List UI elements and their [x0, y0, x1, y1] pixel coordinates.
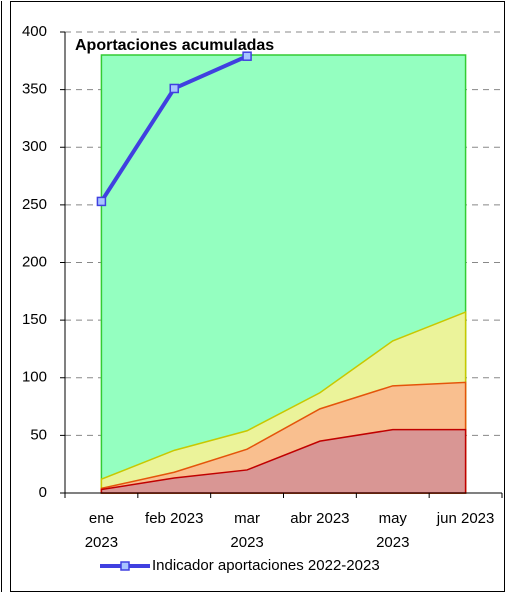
y-tick-label: 400 — [22, 23, 47, 40]
line-marker — [96, 196, 107, 207]
legend-label: Indicador aportaciones 2022-2023 — [152, 557, 380, 574]
x-tick-label: jun 2023 — [436, 510, 495, 527]
y-tick-label: 150 — [22, 311, 47, 328]
chart-frame — [10, 1, 505, 592]
x-tick-label: may 2023 — [376, 510, 409, 551]
y-tick-label: 300 — [22, 138, 47, 155]
x-tick-label: mar 2023 — [230, 510, 263, 551]
area — [100, 428, 467, 494]
y-tick-label: 350 — [22, 81, 47, 98]
line-marker — [242, 51, 252, 61]
y-tick-label: 250 — [22, 196, 47, 213]
line-marker — [169, 83, 179, 94]
y-tick-label: 200 — [22, 253, 47, 270]
legend-marker — [120, 561, 130, 571]
x-tick-label: ene 2023 — [85, 510, 118, 551]
chart-title: Aportaciones acumuladas — [75, 37, 274, 54]
y-tick-label: 0 — [39, 484, 47, 501]
x-tick-label: abr 2023 — [290, 510, 349, 527]
y-tick-label: 100 — [22, 369, 47, 386]
y-tick-label: 50 — [30, 426, 47, 443]
x-tick-label: feb 2023 — [145, 510, 203, 527]
